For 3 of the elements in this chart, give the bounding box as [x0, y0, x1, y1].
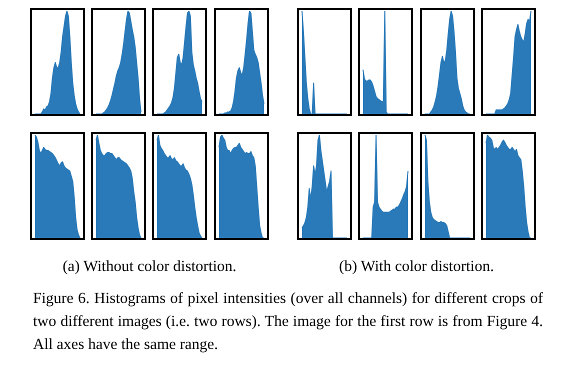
caption: Figure 6. Histograms of pixel intensities (over all channels) for different crops of two different images (i.e. two rows). The image for the first row is from Figure 4. All axes have the same range. — [33, 289, 543, 355]
text: (a) Without color distortion. — [62, 258, 238, 276]
text: (b) With color distortion. — [338, 258, 495, 276]
